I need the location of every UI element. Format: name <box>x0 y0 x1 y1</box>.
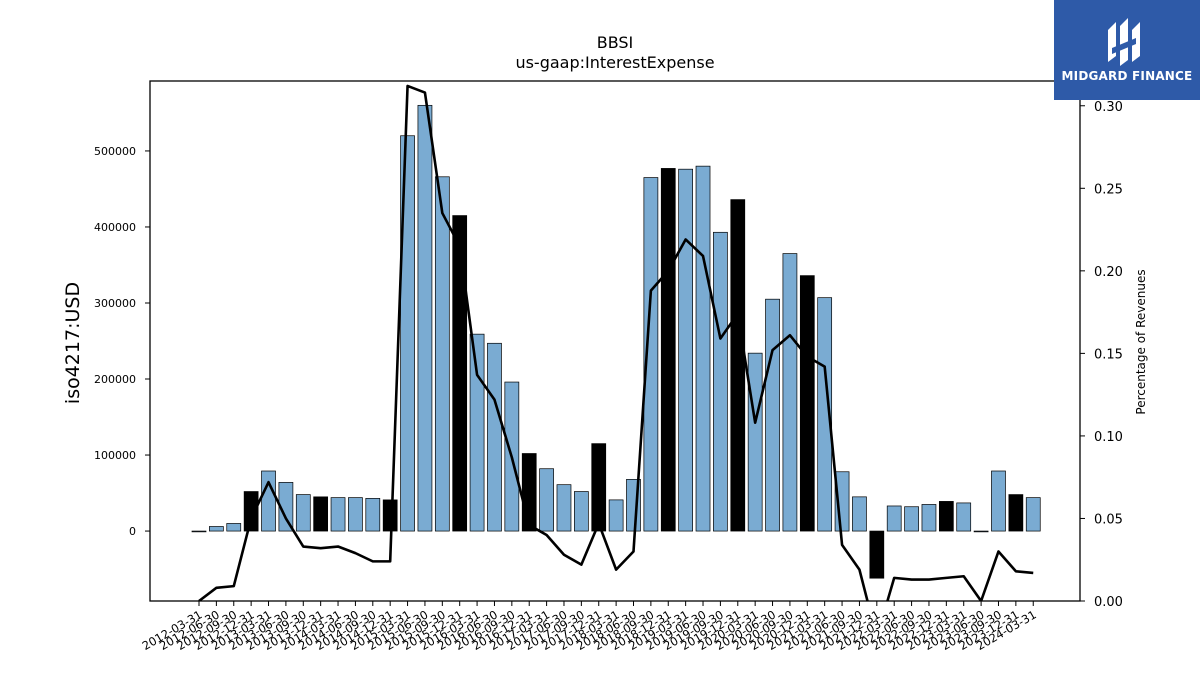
bar-2015-03-31 <box>400 135 415 532</box>
bar-2023-09-30 <box>991 470 1006 532</box>
bar-2022-06-30 <box>904 506 919 532</box>
bar-2023-03-31 <box>956 502 972 532</box>
bar-2022-09-30 <box>921 504 937 532</box>
bar-2020-06-30 <box>765 298 780 532</box>
bar-2016-03-31 <box>469 333 485 532</box>
bar-2012-09-30 <box>226 523 242 532</box>
bar-2017-09-30 <box>574 491 589 532</box>
chart-subtitle: us-gaap:InterestExpense <box>515 53 715 72</box>
y2-tick-label: 0.25 <box>1094 182 1123 197</box>
bar-2012-12-31 <box>243 491 259 532</box>
bar-2015-09-30 <box>434 176 450 532</box>
y-tick-label: 0 <box>129 525 136 538</box>
bar-2019-12-31 <box>730 199 746 532</box>
bar-2019-09-30 <box>713 231 728 532</box>
bar-2017-03-31 <box>539 468 554 532</box>
bar-2018-09-30 <box>643 177 659 532</box>
bar-2020-12-31 <box>799 275 815 532</box>
bar-2014-06-30 <box>348 497 363 532</box>
bar-2014-03-31 <box>330 497 346 532</box>
bar-2018-03-31 <box>608 499 624 532</box>
plot-frame <box>149 80 1081 602</box>
y2-tick-label: 0.15 <box>1094 347 1123 362</box>
y2-tick-label: 0.00 <box>1094 595 1123 610</box>
bar-2017-06-30 <box>556 484 572 532</box>
y-axis-label: iso4217:USD <box>62 282 84 404</box>
bar-2014-09-30 <box>365 498 381 532</box>
y2-tick-label: 0.20 <box>1094 265 1123 280</box>
left-axis-ticks: 0 100000 200000 300000 400000 500000 <box>94 145 150 538</box>
bar-2016-06-30 <box>487 342 502 532</box>
y-tick-label: 100000 <box>94 449 136 462</box>
y-tick-label: 400000 <box>94 221 136 234</box>
y2-tick-label: 0.10 <box>1094 430 1123 445</box>
bar-2015-06-30 <box>417 104 433 532</box>
bar-2018-12-31 <box>660 168 676 532</box>
bar-2023-12-31 <box>1008 494 1024 532</box>
y-tick-label: 500000 <box>94 145 136 158</box>
bar-2013-03-31 <box>261 470 276 532</box>
bar-2012-03-31 <box>191 530 207 533</box>
bar-2019-03-31 <box>678 168 693 532</box>
y-tick-label: 300000 <box>94 297 136 310</box>
x-axis-ticks: 2012-03-312012-06-302012-09-302012-12-31… <box>140 601 1039 653</box>
logo-text: MIDGARD FINANCE <box>1061 69 1193 83</box>
y2-tick-label: 0.05 <box>1094 512 1123 527</box>
percentage-line <box>198 84 1034 601</box>
bar-2023-06-30 <box>973 530 989 533</box>
bar-2013-12-31 <box>313 496 329 532</box>
y2-axis-label: Percentage of Revenues <box>1134 269 1148 414</box>
bar-2012-06-30 <box>209 526 224 532</box>
y-tick-label: 200000 <box>94 373 136 386</box>
bar-2022-03-31 <box>886 505 902 532</box>
bar-2021-03-31 <box>817 297 833 532</box>
bar-2021-09-30 <box>852 496 867 532</box>
midgard-logo-icon <box>1054 0 1200 100</box>
bar-series <box>191 104 1041 579</box>
chart-title: BBSI <box>596 33 634 52</box>
bar-2013-09-30 <box>295 494 311 532</box>
y2-tick-label: 0.30 <box>1094 100 1123 115</box>
bar-2024-03-31 <box>1025 497 1041 532</box>
brand-logo: MIDGARD FINANCE <box>1054 0 1200 100</box>
percentage-line-series <box>198 84 1034 601</box>
right-axis-ticks: 0.00 0.05 0.10 0.15 0.20 0.25 0.30 <box>1080 100 1123 610</box>
bar-2015-12-31 <box>452 215 468 532</box>
bar-2020-03-31 <box>747 352 763 532</box>
bar-2019-06-30 <box>695 165 711 532</box>
bar-2021-12-31 <box>869 530 885 579</box>
bar-2020-09-30 <box>782 253 798 532</box>
bar-2022-12-31 <box>938 501 954 532</box>
bar-2017-12-31 <box>591 443 607 532</box>
bar-2016-12-31 <box>521 453 537 532</box>
